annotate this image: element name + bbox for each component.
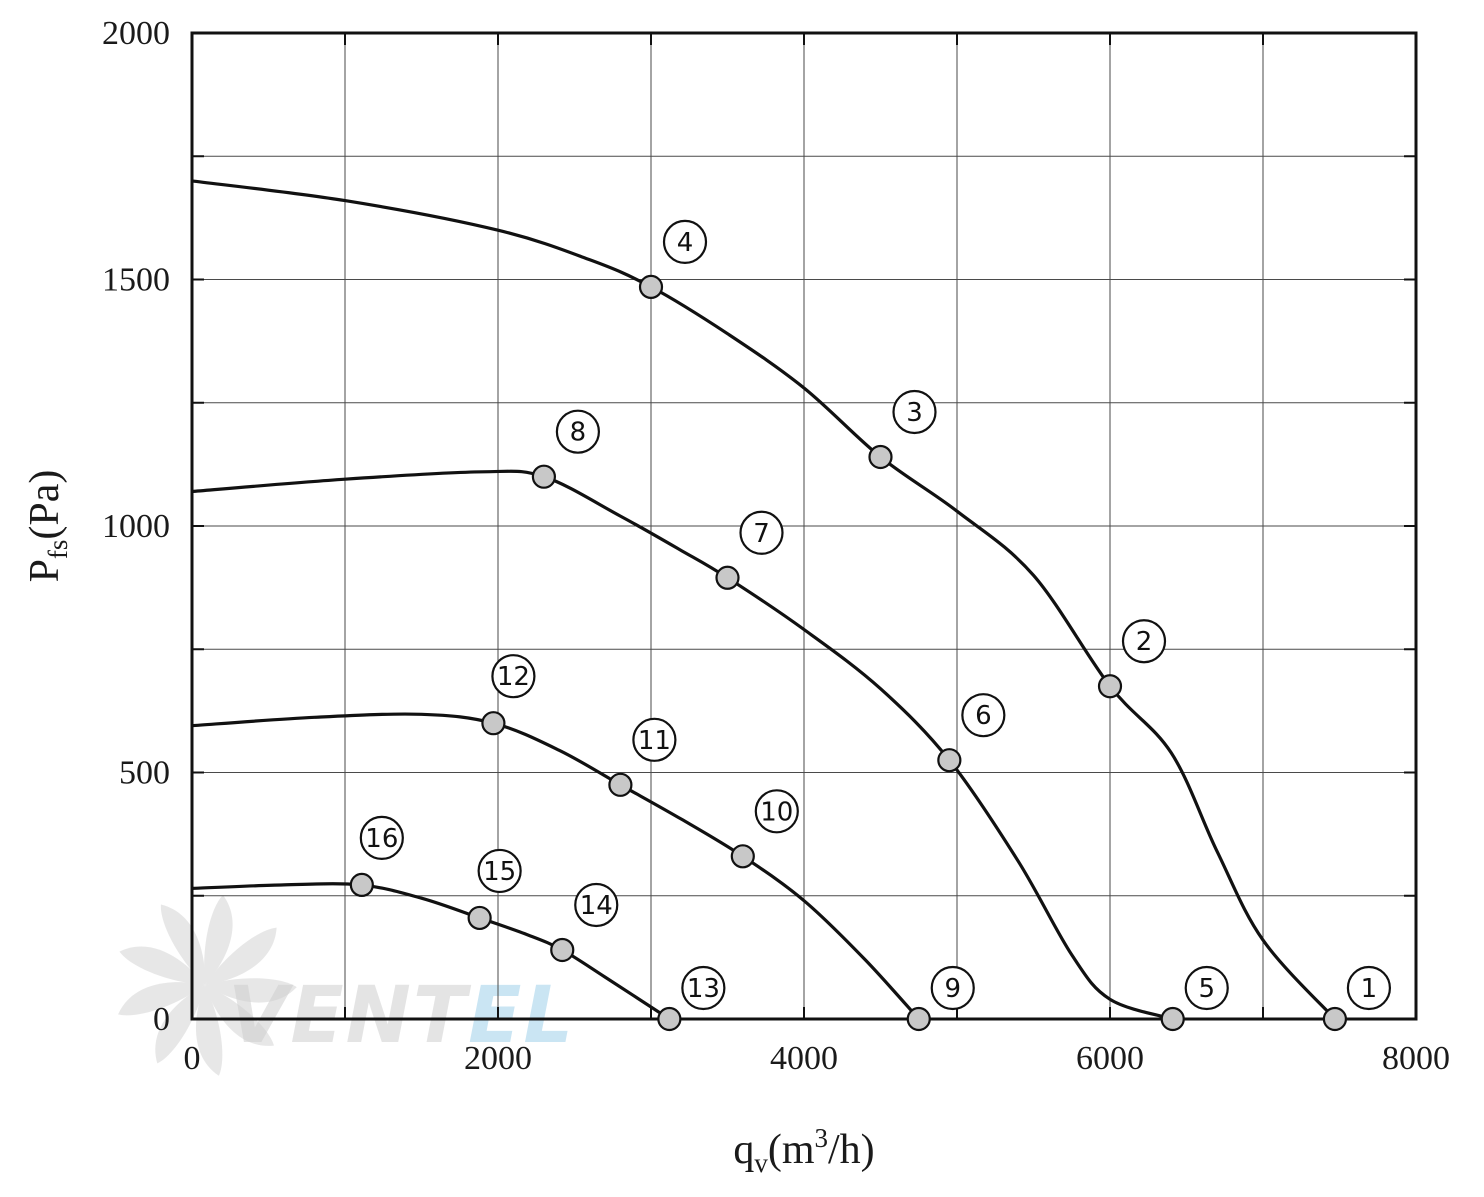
operating-point-marker xyxy=(608,772,633,797)
point-number-label: 11 xyxy=(638,726,671,756)
operating-point-marker xyxy=(715,565,740,590)
y-axis-title-subscript: fs xyxy=(43,540,73,560)
y-tick-label: 2000 xyxy=(102,15,170,52)
watermark-fan-blade xyxy=(118,982,205,1016)
y-axis-title-group: Pfs(Pa) xyxy=(22,470,73,583)
y-axis-title-unit: (Pa) xyxy=(22,470,68,540)
point-number-circle xyxy=(892,389,937,435)
point-number-label: 14 xyxy=(580,891,613,921)
watermark-fan-blade xyxy=(204,895,233,985)
point-number-circle xyxy=(662,219,708,264)
x-axis-title-subscript: v xyxy=(754,1148,768,1178)
operating-point-marker xyxy=(638,274,664,299)
y-tick-label: 500 xyxy=(119,755,170,792)
point-number-circle xyxy=(739,510,784,555)
watermark-fan-icon xyxy=(118,895,297,1076)
y-axis-title-base: P xyxy=(22,559,68,582)
point-number-circle xyxy=(574,882,619,928)
x-tick-label: 4000 xyxy=(770,1040,838,1077)
point-number-label: 5 xyxy=(1198,974,1215,1004)
point-number-circle xyxy=(477,848,522,894)
point-number-circle xyxy=(632,717,677,762)
x-axis-title-base: q xyxy=(733,1127,754,1173)
point-number-label: 1 xyxy=(1361,974,1378,1004)
y-axis-title: Pfs(Pa) xyxy=(22,470,73,583)
ventel-watermark: VENTEL xyxy=(118,895,575,1076)
operating-point-marker xyxy=(550,937,575,963)
operating-point-marker xyxy=(1160,1006,1185,1032)
watermark-brand-accent: EL xyxy=(468,971,575,1061)
point-number-circle xyxy=(681,965,726,1011)
watermark-brand-main: VENT xyxy=(228,971,472,1061)
operating-point-marker xyxy=(349,872,374,898)
watermark-fan-blade xyxy=(205,927,277,985)
point-number-circle xyxy=(961,693,1006,738)
operating-point-marker xyxy=(467,905,492,931)
point-number-circle xyxy=(930,965,975,1011)
x-axis-title-unit-end: /h) xyxy=(828,1127,875,1173)
x-tick-label: 2000 xyxy=(464,1040,532,1077)
operating-point-marker xyxy=(657,1006,682,1032)
operating-point-marker xyxy=(730,844,755,869)
x-tick-label: 0 xyxy=(184,1040,201,1077)
point-number-circle xyxy=(1121,619,1167,664)
x-axis-title-unit: (m xyxy=(768,1127,815,1173)
operating-point-marker xyxy=(1322,1006,1348,1032)
operating-point-marker xyxy=(531,464,557,489)
y-tick-label: 1500 xyxy=(102,262,170,299)
point-number-label: 3 xyxy=(906,398,923,428)
point-number-label: 10 xyxy=(760,797,793,827)
watermark-fan-blade xyxy=(160,904,206,985)
watermark-fan-blade xyxy=(195,985,223,1076)
operating-point-marker xyxy=(1097,674,1123,699)
operating-point-marker xyxy=(868,444,893,470)
point-number-circle xyxy=(359,815,404,861)
point-number-circle xyxy=(555,409,601,454)
grid xyxy=(190,31,1418,1021)
point-number-label: 2 xyxy=(1136,627,1153,657)
watermark-brand-text: VENTEL xyxy=(228,971,575,1061)
x-tick-label: 8000 xyxy=(1382,1040,1450,1077)
watermark-fan-blade xyxy=(205,985,274,1046)
point-number-label: 12 xyxy=(497,662,530,692)
point-number-circle xyxy=(1346,965,1392,1011)
axis-titles: qv(m3/h) Pfs(Pa) xyxy=(22,470,875,1178)
x-tick-label: 6000 xyxy=(1076,1040,1144,1077)
point-number-label: 8 xyxy=(570,418,587,448)
operating-point-marker xyxy=(481,711,506,736)
axis-ticks: 0 2000 4000 6000 8000 0 500 1000 1500 2000 xyxy=(102,15,1450,1077)
y-tick-label: 1000 xyxy=(102,508,170,545)
point-number-label: 7 xyxy=(753,519,770,549)
point-number-label: 13 xyxy=(687,974,720,1004)
watermark-fan-blade xyxy=(205,978,297,1003)
point-number-circle xyxy=(491,654,536,699)
point-number-label: 9 xyxy=(944,974,961,1004)
y-tick-label: 0 xyxy=(153,1001,170,1038)
point-number-label: 15 xyxy=(483,857,516,887)
point-number-label: 6 xyxy=(975,701,992,731)
point-number-circle xyxy=(1184,965,1229,1011)
x-axis-title: qv(m3/h) xyxy=(733,1123,874,1178)
operating-point-marker xyxy=(906,1006,931,1032)
point-number-label: 4 xyxy=(677,228,694,258)
operating-point-marker xyxy=(937,748,962,773)
curve-line-2 xyxy=(191,469,1174,1021)
x-axis-title-superscript: 3 xyxy=(815,1123,829,1153)
watermark-fan-blade xyxy=(119,946,205,985)
point-number-label: 16 xyxy=(365,824,398,854)
point-number-circle xyxy=(754,789,799,834)
